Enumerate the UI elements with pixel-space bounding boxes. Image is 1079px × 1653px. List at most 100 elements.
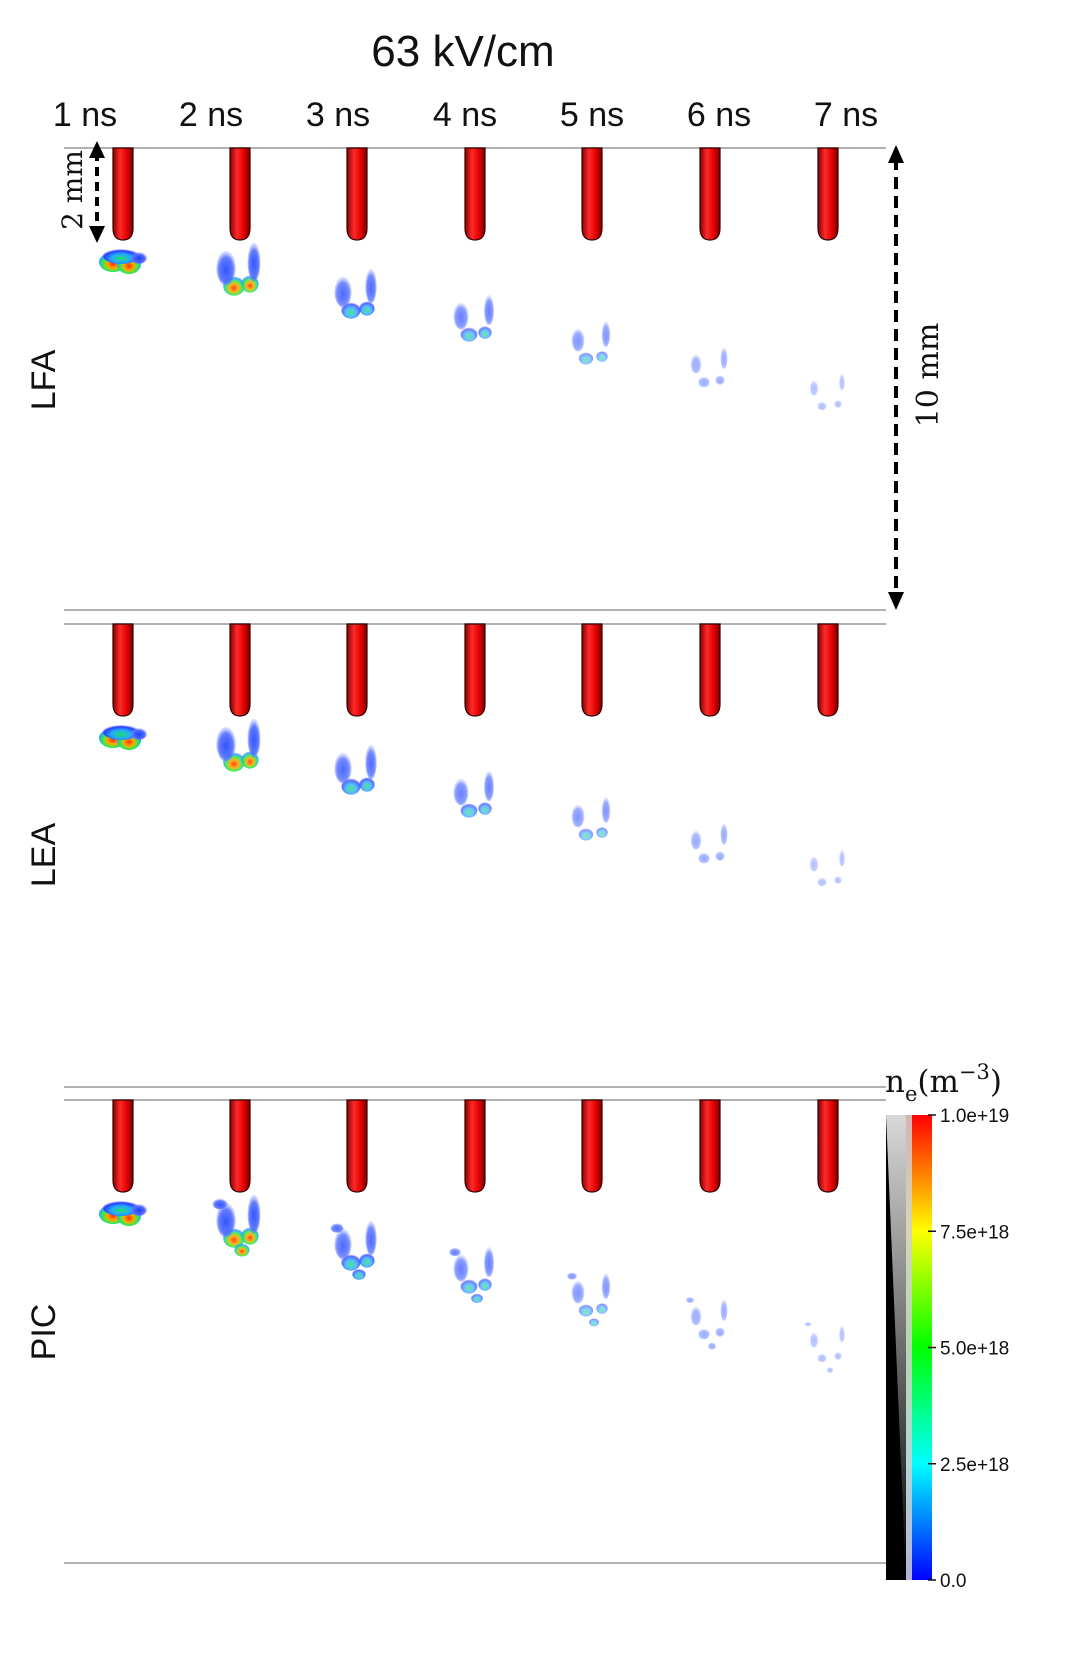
scale-label-2mm: 2 mm — [56, 150, 89, 230]
streamer-density-blob — [103, 724, 139, 740]
streamer-density-blob — [471, 1292, 483, 1304]
electrode — [346, 1099, 368, 1193]
time-label-2: 2 ns — [179, 96, 243, 134]
streamer-density-blob — [247, 1194, 261, 1234]
streamer-density-blob — [478, 1277, 492, 1291]
streamer-density-blob — [804, 1321, 812, 1327]
streamer-density-blob — [359, 1252, 375, 1268]
electrode — [346, 623, 368, 717]
electrode — [112, 623, 134, 717]
time-label-7: 7 ns — [814, 96, 878, 134]
electrode — [581, 147, 603, 241]
streamer-density-blob — [809, 380, 819, 396]
panel-lea — [64, 623, 886, 1088]
streamer-density-blob — [453, 302, 469, 330]
streamer-density-blob — [698, 852, 710, 864]
streamer-density-blob — [596, 1302, 608, 1314]
streamer-density-blob — [212, 1198, 228, 1210]
streamer-density-blob — [707, 1342, 717, 1350]
electrode — [581, 623, 603, 717]
electrode — [817, 1099, 839, 1193]
time-label-5: 5 ns — [560, 96, 624, 134]
panels — [64, 147, 886, 1564]
colorbar-tick-label: 5.0e+18 — [940, 1339, 1009, 1360]
scale-bar-10mm: 10 mm — [888, 145, 946, 610]
panel-pic — [64, 1099, 886, 1564]
streamer-density-blob — [817, 877, 827, 887]
streamer-density-blob — [685, 1297, 695, 1303]
streamer-density-blob — [690, 354, 702, 374]
streamer-density-blob — [596, 826, 608, 838]
streamer-density-blob — [453, 778, 469, 806]
scale-bar-2mm: 2 mm — [56, 141, 105, 243]
streamer-density-blob — [334, 276, 352, 308]
streamer-density-blob — [460, 326, 478, 342]
electrode — [464, 147, 486, 241]
streamer-density-blob — [483, 1246, 495, 1278]
colorbar-title: ne(m−3) — [885, 1060, 1002, 1106]
streamer-density-blob — [817, 1353, 827, 1363]
streamer-density-blob — [715, 1327, 725, 1337]
streamer-density-blob — [720, 347, 728, 369]
panel-label-lfa: LFA — [25, 349, 63, 410]
panel-lfa — [64, 147, 886, 611]
streamer-density-blob — [571, 328, 585, 352]
streamer-density-blob — [131, 252, 147, 264]
electrode — [112, 147, 134, 241]
electrode — [229, 623, 251, 717]
electrode — [699, 147, 721, 241]
streamer-density-blob — [839, 1325, 845, 1343]
streamer-density-blob — [566, 1272, 578, 1280]
streamer-density-blob — [365, 268, 377, 304]
streamer-density-blob — [131, 728, 147, 740]
electrode — [581, 1099, 603, 1193]
streamer-density-blob — [839, 373, 845, 391]
streamer-density-blob — [601, 797, 611, 823]
streamer-density-blob — [720, 823, 728, 845]
time-label-4: 4 ns — [433, 96, 497, 134]
streamer-density-blob — [103, 248, 139, 264]
streamer-density-blob — [131, 1204, 147, 1216]
streamer-density-blob — [698, 1328, 710, 1340]
streamer-density-blob — [103, 1200, 139, 1216]
streamer-density-blob — [247, 718, 261, 758]
streamer-density-blob — [720, 1299, 728, 1321]
streamer-density-blob — [359, 776, 375, 792]
streamer-density-blob — [216, 1202, 236, 1238]
electrode — [699, 623, 721, 717]
streamer-density-blob — [334, 752, 352, 784]
streamer-density-blob — [596, 350, 608, 362]
streamer-density-blob — [352, 1268, 366, 1280]
streamer-density-blob — [365, 744, 377, 780]
streamer-density-blob — [571, 1280, 585, 1304]
streamer-density-blob — [247, 242, 261, 282]
electrode — [817, 623, 839, 717]
streamer-density-blob — [483, 294, 495, 326]
streamer-density-blob — [601, 1273, 611, 1299]
colorbar-opacity-ramp — [886, 1115, 906, 1580]
streamer-density-blob — [817, 401, 827, 411]
streamer-density-blob — [334, 1228, 352, 1260]
streamer-density-blob — [578, 1303, 594, 1317]
streamer-density-blob — [216, 726, 236, 762]
colorbar-tick-label: 0.0 — [940, 1571, 966, 1592]
streamer-density-blob — [578, 351, 594, 365]
streamer-density-blob — [216, 250, 236, 286]
streamer-density-blob — [571, 804, 585, 828]
panel-label-lea: LEA — [25, 823, 63, 888]
streamer-density-blob — [453, 1254, 469, 1282]
streamer-density-blob — [601, 321, 611, 347]
electrode — [229, 1099, 251, 1193]
streamer-density-blob — [834, 1352, 842, 1360]
streamer-density-blob — [839, 849, 845, 867]
panel-label-pic: PIC — [25, 1304, 63, 1361]
time-labels: 1 ns 2 ns 3 ns 4 ns 5 ns 6 ns 7 ns — [53, 96, 878, 134]
electrode — [229, 147, 251, 241]
electrode — [464, 1099, 486, 1193]
electrode — [346, 147, 368, 241]
streamer-density-blob — [809, 1332, 819, 1348]
electrode — [112, 1099, 134, 1193]
colorbar-tick-label: 2.5e+18 — [940, 1455, 1009, 1476]
electrode — [699, 1099, 721, 1193]
